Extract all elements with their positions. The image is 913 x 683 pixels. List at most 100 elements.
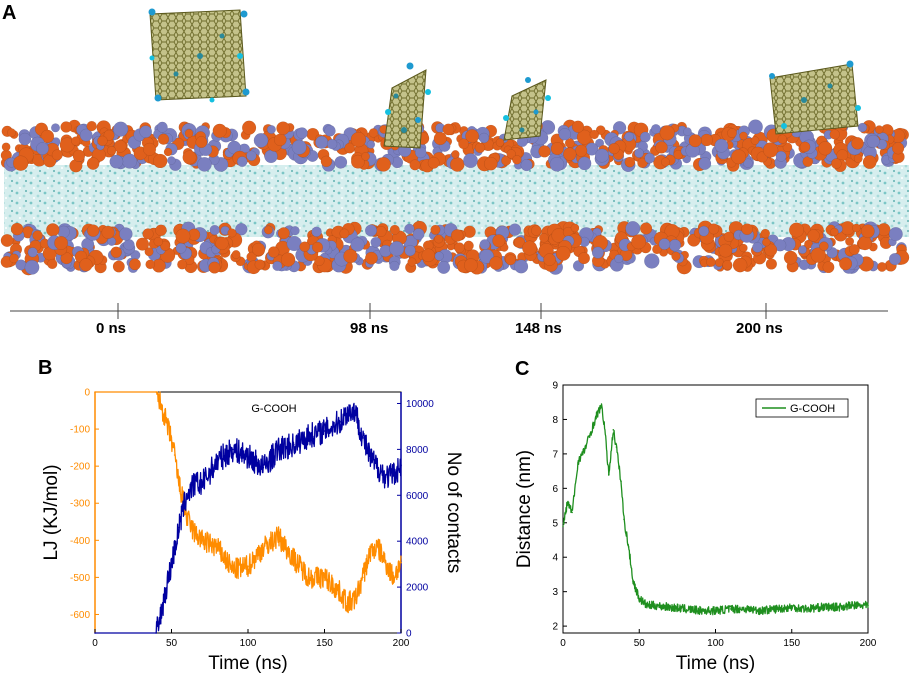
timeline-label-148ns: 148 ns bbox=[515, 320, 562, 337]
y-tick-label: 4 bbox=[552, 553, 558, 564]
data-point bbox=[163, 413, 165, 416]
lipid-tail-region bbox=[4, 165, 909, 237]
y-axis-label: LJ (KJ/mol) bbox=[41, 464, 62, 560]
data-point bbox=[293, 558, 295, 560]
data-point bbox=[714, 609, 717, 612]
data-point bbox=[231, 569, 234, 571]
data-point bbox=[155, 632, 157, 634]
data-point bbox=[699, 609, 702, 612]
series-line-g-cooh bbox=[562, 403, 869, 616]
data-point bbox=[392, 473, 395, 476]
data-point bbox=[684, 608, 686, 610]
data-point bbox=[277, 448, 280, 451]
data-point bbox=[589, 432, 592, 435]
graphene-sheet-148ns bbox=[503, 77, 551, 141]
x-tick-label: 200 bbox=[860, 638, 877, 649]
y-tick-label: 6 bbox=[552, 484, 558, 495]
data-point bbox=[627, 546, 630, 548]
y-tick-label: -300 bbox=[70, 499, 90, 510]
data-point bbox=[775, 608, 778, 610]
plot-frame bbox=[562, 384, 869, 634]
data-point bbox=[216, 546, 219, 549]
x-tick-label: 100 bbox=[240, 638, 257, 649]
data-point bbox=[562, 525, 564, 527]
data-point bbox=[384, 476, 387, 478]
data-point bbox=[369, 550, 372, 553]
data-point bbox=[339, 421, 341, 423]
y-tick-label: 2 bbox=[552, 622, 558, 633]
data-point bbox=[730, 608, 732, 610]
data-point bbox=[158, 623, 161, 625]
data-point bbox=[201, 483, 203, 485]
panel-a-membrane-snapshots bbox=[0, 8, 910, 319]
y-tick-label: 7 bbox=[552, 449, 558, 460]
x-tick-label: 100 bbox=[707, 638, 724, 649]
y-tick-label: -200 bbox=[70, 462, 90, 473]
data-point bbox=[339, 591, 341, 593]
panel-letter-a: A bbox=[2, 2, 17, 24]
data-point bbox=[170, 439, 173, 442]
data-point bbox=[362, 437, 364, 439]
y2-tick-label: 2000 bbox=[406, 583, 429, 594]
x-tick-label: 150 bbox=[783, 638, 800, 649]
data-point bbox=[392, 576, 395, 579]
series-line-lj-kj-mol bbox=[94, 391, 402, 614]
data-point bbox=[583, 449, 586, 452]
y-tick-label: -600 bbox=[70, 610, 90, 621]
data-point bbox=[178, 526, 180, 529]
data-point bbox=[377, 466, 379, 469]
panel-letter-c: C bbox=[515, 358, 530, 380]
data-point bbox=[603, 422, 605, 424]
data-point bbox=[566, 501, 569, 503]
y2-tick-label: 0 bbox=[406, 629, 412, 640]
data-point bbox=[94, 391, 96, 393]
data-point bbox=[362, 576, 364, 579]
data-point bbox=[262, 546, 265, 549]
timeline-label-200ns: 200 ns bbox=[736, 320, 783, 337]
x-tick-label: 200 bbox=[393, 638, 410, 649]
y-tick-label: -400 bbox=[70, 536, 90, 547]
x-axis-label: Time (ns) bbox=[208, 653, 288, 674]
data-point bbox=[247, 565, 249, 568]
panel-letter-b: B bbox=[38, 357, 53, 379]
data-point bbox=[806, 608, 808, 610]
data-point bbox=[600, 404, 602, 407]
data-point bbox=[745, 608, 747, 610]
graphene-sheet-0ns bbox=[148, 8, 250, 103]
y-tick-label: 9 bbox=[552, 381, 558, 392]
panel-b-chart: 0 50 100 150 2000-100-200-300-400-500-600020… bbox=[41, 388, 464, 675]
y-tick-label: 8 bbox=[552, 415, 558, 426]
data-point bbox=[346, 411, 349, 414]
y2-tick-label: 6000 bbox=[406, 491, 429, 502]
data-point bbox=[193, 532, 196, 534]
y2-axis-label: No of contacts bbox=[443, 452, 464, 573]
data-point bbox=[186, 517, 188, 519]
data-point bbox=[247, 455, 249, 458]
data-point bbox=[216, 460, 219, 462]
panel-c-chart: 0 50 100 150 200 2 3 4 5 6 7 8 9 Time (ns) Distance (n… bbox=[514, 381, 877, 675]
lower-headgroup-layer bbox=[0, 220, 910, 276]
data-point bbox=[182, 506, 185, 508]
x-tick-label: 0 bbox=[560, 638, 566, 649]
data-point bbox=[354, 409, 356, 412]
graphene-sheet-98ns bbox=[383, 62, 431, 149]
data-point bbox=[155, 391, 157, 393]
data-point bbox=[632, 580, 634, 583]
upper-headgroup-layer bbox=[0, 118, 910, 173]
data-point bbox=[867, 604, 869, 607]
graphene-sheet-200ns bbox=[769, 60, 861, 135]
legend-label: G-COOH bbox=[790, 403, 835, 415]
y-tick-label: 3 bbox=[552, 587, 558, 598]
y-tick-label: -500 bbox=[70, 573, 90, 584]
data-point bbox=[201, 539, 203, 542]
data-point bbox=[821, 606, 824, 608]
x-tick-label: 150 bbox=[316, 638, 333, 649]
chart-title: G-COOH bbox=[251, 403, 296, 415]
data-point bbox=[615, 446, 618, 448]
y2-tick-label: 4000 bbox=[406, 537, 429, 548]
y-tick-label: -100 bbox=[70, 425, 90, 436]
data-point bbox=[384, 561, 387, 564]
y2-tick-label: 10000 bbox=[406, 399, 434, 410]
data-point bbox=[623, 518, 625, 521]
